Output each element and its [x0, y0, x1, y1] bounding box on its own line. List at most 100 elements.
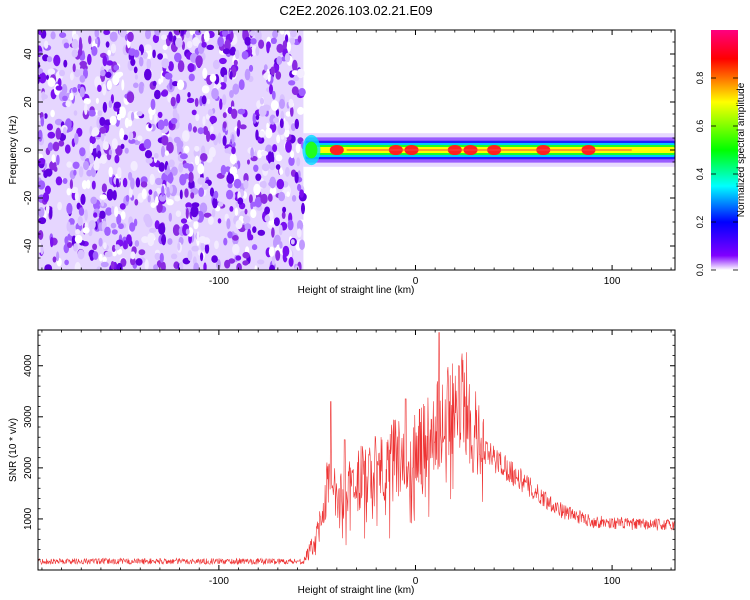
spectrogram-noise-speckle	[114, 206, 119, 218]
spectrogram-noise-speckle	[103, 30, 111, 35]
spectrogram-noise-speckle	[172, 224, 181, 236]
spectrogram-noise-speckle	[249, 30, 256, 37]
spectrogram-noise-speckle	[264, 214, 270, 223]
spectrogram-noise-speckle	[130, 161, 138, 168]
spectrogram-noise-speckle	[279, 241, 283, 249]
spectrogram-noise-speckle	[57, 201, 62, 211]
spectrogram-noise-speckle	[79, 37, 82, 49]
spectrogram-noise-speckle	[225, 166, 231, 173]
spectrogram-noise-speckle	[166, 164, 170, 176]
spectrogram-noise-speckle	[201, 41, 207, 48]
spectrogram-noise-speckle	[105, 41, 110, 48]
spectrogram-noise-speckle	[230, 31, 234, 40]
spectrogram-noise-speckle	[290, 123, 296, 132]
spectrogram-noise-speckle	[168, 61, 174, 72]
spectrogram-noise-speckle	[152, 34, 159, 44]
spectrogram-noise-speckle	[78, 166, 84, 178]
spectrogram-noise-speckle	[258, 105, 267, 117]
spectrogram-noise-speckle	[296, 228, 302, 238]
spectrogram-noise-speckle	[56, 251, 60, 262]
spectrogram-noise-speckle	[166, 186, 170, 194]
spectrogram-noise-speckle	[105, 71, 112, 78]
spectrogram-noise-speckle	[255, 114, 260, 120]
spectrogram-noise-speckle	[89, 142, 94, 154]
spectrogram-noise-speckle	[137, 135, 143, 142]
spectrogram-noise-speckle	[38, 72, 47, 84]
spectrogram-noise-speckle	[154, 89, 161, 100]
spectrogram-noise-speckle	[251, 244, 258, 251]
spectrogram-noise-speckle	[54, 118, 63, 126]
spectrogram-noise-speckle	[130, 58, 136, 66]
spectrogram-noise-speckle	[284, 123, 290, 131]
spectrogram-x-axis-label: Height of straight line (km)	[298, 285, 415, 296]
spectrogram-noise-speckle	[88, 35, 92, 45]
spectrogram-noise-speckle	[162, 44, 168, 51]
spectrogram-noise-speckle	[160, 261, 166, 270]
spectrogram-noise-speckle	[80, 193, 86, 205]
spectrogram-noise-speckle	[197, 127, 204, 135]
spectrogram-noise-speckle	[250, 147, 254, 158]
spectrogram-noise-speckle	[296, 68, 305, 79]
spectrogram-noise-speckle	[227, 182, 233, 189]
spectrogram-noise-speckle	[49, 206, 53, 219]
spectrogram-noise-speckle	[138, 56, 144, 67]
spectrogram-noise-speckle	[116, 248, 123, 255]
spectrogram-band-hotspot	[329, 144, 344, 156]
spectrogram-noise-speckle	[275, 250, 281, 261]
snr-y-tick-label: 2000	[23, 456, 34, 479]
spectrogram-noise-speckle	[55, 85, 63, 91]
spectrogram-noise-speckle	[200, 252, 204, 262]
spectrogram-noise-speckle	[41, 94, 48, 100]
spectrogram-noise-speckle	[111, 229, 118, 235]
spectrogram-noise-speckle	[38, 61, 41, 69]
spectrogram-noise-speckle	[257, 259, 265, 265]
spectrogram-noise-speckle	[79, 60, 87, 67]
spectrogram-noise-speckle	[69, 92, 74, 101]
spectrogram-noise-speckle	[168, 159, 175, 168]
spectrogram-noise-speckle	[234, 207, 239, 216]
spectrogram-noise-speckle	[278, 224, 283, 236]
spectrogram-noise-speckle	[152, 80, 157, 87]
spectrogram-noise-speckle	[112, 250, 117, 257]
spectrogram-noise-speckle	[194, 145, 200, 152]
spectrogram-noise-speckle	[101, 200, 105, 207]
spectrogram-noise-speckle	[206, 44, 214, 50]
spectrogram-noise-speckle	[229, 166, 238, 176]
spectrogram-noise-speckle	[124, 147, 129, 154]
spectrogram-noise-speckle	[264, 206, 270, 215]
spectrogram-panel: -100 0 100 -40 -20 0 20 40 Height of straight …	[8, 29, 676, 296]
spectrogram-noise-speckle	[125, 234, 132, 245]
spectrogram-noise-speckle	[127, 31, 134, 42]
spectrogram-noise-speckle	[211, 208, 216, 218]
spectrogram-noise-speckle	[196, 231, 200, 242]
spectrogram-noise-speckle	[139, 81, 145, 89]
spectrogram-noise-speckle	[121, 79, 125, 91]
spectrogram-noise-speckle	[161, 145, 165, 158]
spectrogram-noise-speckle	[149, 173, 155, 185]
spectrogram-x-tick-label: 0	[413, 276, 419, 287]
spectrogram-noise-speckle	[261, 163, 270, 172]
spectrogram-noise-speckle	[269, 161, 276, 171]
spectrogram-noise-speckle	[243, 179, 249, 190]
spectrogram-noise-speckle	[84, 209, 88, 221]
spectrogram-noise-speckle	[83, 160, 89, 171]
spectrogram-noise-speckle	[194, 30, 202, 36]
spectrogram-noise-speckle	[226, 189, 234, 200]
spectrogram-noise-speckle	[260, 150, 269, 156]
spectrogram-noise-speckle	[226, 218, 231, 230]
spectrogram-noise-speckle	[263, 64, 268, 72]
spectrogram-noise-speckle	[188, 171, 194, 183]
spectrogram-noise-speckle	[79, 147, 86, 157]
spectrogram-noise-speckle	[56, 154, 60, 166]
spectrogram-noise-speckle	[284, 52, 291, 63]
spectrogram-noise-speckle	[128, 171, 133, 181]
spectrogram-noise-speckle	[42, 192, 50, 203]
spectrogram-noise-speckle	[204, 243, 210, 254]
spectrogram-noise-speckle	[66, 202, 73, 215]
spectrogram-noise-speckle	[269, 186, 277, 196]
spectrogram-noise-speckle	[141, 188, 147, 200]
spectrogram-noise-speckle	[87, 53, 92, 66]
spectrogram-noise-speckle	[224, 39, 231, 51]
spectrogram-noise-speckle	[288, 98, 294, 108]
spectrogram-noise-speckle	[97, 150, 102, 159]
